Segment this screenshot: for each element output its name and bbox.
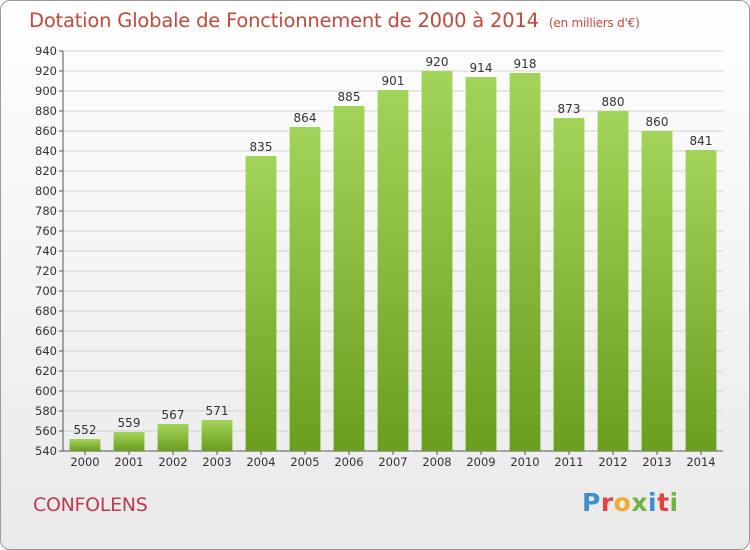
- y-tick-label: 700: [35, 284, 57, 298]
- y-tick-label: 880: [35, 104, 57, 118]
- y-tick-label: 620: [35, 364, 57, 378]
- x-tick-label: 2000: [70, 455, 99, 469]
- y-tick-label: 740: [35, 244, 57, 258]
- data-label: 885: [338, 90, 361, 104]
- bar-2009: [465, 77, 497, 451]
- y-tick-label: 540: [35, 444, 57, 458]
- bar-2010: [509, 73, 541, 451]
- bar-2005: [289, 127, 321, 451]
- logo-letter: x: [631, 488, 648, 517]
- proxiti-logo[interactable]: Proxiti: [582, 488, 679, 517]
- data-label: 860: [646, 115, 669, 129]
- data-label: 571: [206, 404, 229, 418]
- x-tick-label: 2004: [246, 455, 275, 469]
- bar-2012: [597, 111, 629, 451]
- chart-units: (en milliers d'€): [548, 16, 640, 30]
- data-label: 552: [74, 423, 97, 437]
- chart-title: Dotation Globale de Fonctionnement de 20…: [29, 9, 640, 32]
- logo-letter: r: [600, 488, 614, 517]
- data-label: 567: [162, 408, 185, 422]
- data-label: 559: [118, 416, 141, 430]
- commune-name: CONFOLENS: [33, 494, 148, 516]
- chart-title-text: Dotation Globale de Fonctionnement de 20…: [29, 9, 539, 32]
- x-tick-label: 2003: [202, 455, 231, 469]
- data-label: 841: [690, 134, 713, 148]
- y-tick-label: 820: [35, 164, 57, 178]
- bar-2006: [333, 106, 365, 451]
- data-labels: 552 559 567 571 835 864 885 901 920 914 918 873 880 8…: [74, 55, 713, 437]
- data-label: 835: [250, 140, 273, 154]
- data-label: 914: [470, 61, 493, 75]
- y-tick-label: 580: [35, 404, 57, 418]
- x-tick-label: 2012: [598, 455, 627, 469]
- bar-2001: [113, 432, 145, 451]
- y-tick-label: 780: [35, 204, 57, 218]
- x-tick-label: 2001: [114, 455, 143, 469]
- y-tick-label: 940: [35, 44, 57, 58]
- x-tick-label: 2006: [334, 455, 363, 469]
- y-tick-label: 920: [35, 64, 57, 78]
- bars: [69, 71, 717, 451]
- data-label: 880: [602, 95, 625, 109]
- logo-letter: t: [657, 488, 670, 517]
- x-tick-label: 2002: [158, 455, 187, 469]
- bar-2013: [641, 131, 673, 451]
- y-tick-label: 560: [35, 424, 57, 438]
- data-label: 901: [382, 74, 405, 88]
- y-tick-label: 720: [35, 264, 57, 278]
- bar-2007: [377, 90, 409, 451]
- x-tick-label: 2005: [290, 455, 319, 469]
- y-tick-label: 800: [35, 184, 57, 198]
- data-label: 918: [514, 57, 537, 71]
- y-tick-label: 860: [35, 124, 57, 138]
- x-tick-label: 2013: [642, 455, 671, 469]
- logo-letter: P: [582, 488, 601, 517]
- bar-2011: [553, 118, 585, 451]
- y-tick-label: 760: [35, 224, 57, 238]
- y-tick-label: 900: [35, 84, 57, 98]
- y-tick-label: 840: [35, 144, 57, 158]
- bar-2014: [685, 150, 717, 451]
- bar-2002: [157, 424, 189, 451]
- x-tick-label: 2014: [686, 455, 715, 469]
- x-tick-label: 2011: [554, 455, 583, 469]
- logo-letter: i: [669, 488, 679, 517]
- x-tick-label: 2008: [422, 455, 451, 469]
- bar-2000: [69, 439, 101, 451]
- bar-2008: [421, 71, 453, 451]
- logo-letter: o: [613, 488, 632, 517]
- y-tick-label: 600: [35, 384, 57, 398]
- logo-letter: i: [648, 488, 658, 517]
- data-label: 920: [426, 55, 449, 69]
- x-tick-label: 2007: [378, 455, 407, 469]
- y-tick-label: 660: [35, 324, 57, 338]
- bar-2004: [245, 156, 277, 451]
- y-tick-label: 680: [35, 304, 57, 318]
- data-label: 864: [294, 111, 317, 125]
- x-tick-label: 2010: [510, 455, 539, 469]
- data-label: 873: [558, 102, 581, 116]
- x-tick-label: 2009: [466, 455, 495, 469]
- y-tick-label: 640: [35, 344, 57, 358]
- axes: 540 560 580 600 620 640 660 680 700 720 740 760 780 8…: [35, 44, 723, 469]
- bar-2003: [201, 420, 233, 451]
